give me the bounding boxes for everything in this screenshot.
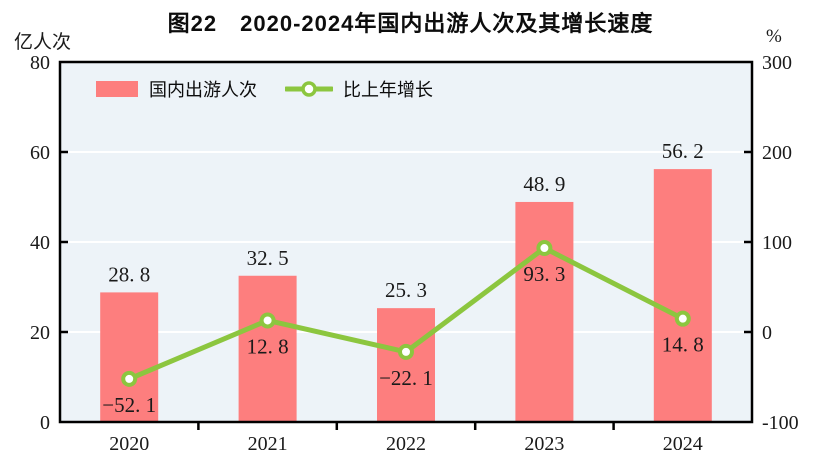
x-axis-year-label: 2022 — [386, 433, 426, 455]
bar-value-label: 25. 3 — [385, 278, 427, 302]
growth-value-label: −22. 1 — [379, 366, 433, 390]
left-axis-tick-label: 20 — [30, 322, 50, 344]
line-legend-label: 比上年增长 — [343, 80, 433, 100]
left-axis-tick-label: 60 — [30, 142, 50, 164]
line-marker-2022 — [398, 343, 414, 360]
bar-value-label: 48. 9 — [523, 172, 565, 196]
left-axis-tick-label: 0 — [40, 412, 50, 434]
growth-value-label: 12. 8 — [247, 334, 289, 358]
bar-2020 — [100, 292, 159, 422]
right-axis-tick-label: 200 — [762, 142, 792, 164]
x-axis-year-label: 2020 — [109, 433, 149, 455]
bar-2024 — [653, 169, 712, 422]
bar-2021 — [238, 275, 297, 422]
line-marker-2021 — [259, 312, 276, 329]
right-axis-tick-label: -100 — [762, 412, 799, 434]
bar-value-label: 28. 8 — [108, 262, 150, 286]
line-marker-2020 — [121, 370, 138, 387]
left-axis-tick-label: 40 — [30, 232, 50, 254]
line-legend-swatch — [283, 80, 335, 98]
line-marker-2023 — [536, 240, 553, 257]
bar-2022 — [377, 308, 435, 422]
left-axis-tick-label: 80 — [30, 52, 50, 74]
line-marker-2024 — [674, 310, 691, 327]
bar-value-label: 56. 2 — [662, 139, 704, 163]
plot-border — [58, 60, 754, 424]
growth-value-label: −52. 1 — [102, 393, 156, 417]
left-axis-unit-label: 亿人次 — [14, 32, 72, 53]
right-axis-unit-label: % — [766, 26, 782, 47]
x-axis-year-label: 2023 — [524, 433, 564, 455]
growth-value-label: 93. 3 — [523, 262, 565, 286]
x-axis-year-label: 2021 — [248, 433, 288, 455]
bar-legend-label: 国内出游人次 — [149, 80, 257, 100]
bar-legend-swatch — [96, 81, 138, 97]
bar-2023 — [515, 201, 574, 422]
line-legend-glyph — [283, 81, 335, 97]
right-axis-tick-label: 100 — [762, 232, 792, 254]
bar-value-label: 32. 5 — [247, 246, 289, 270]
right-axis-tick-label: 300 — [762, 52, 792, 74]
legend: 国内出游人次 比上年增长 — [96, 79, 433, 100]
growth-value-label: 14. 8 — [662, 333, 704, 357]
chart-title: 图22 2020-2024年国内出游人次及其增长速度 — [167, 11, 654, 36]
right-axis-tick-label: 0 — [762, 322, 772, 344]
x-axis-year-label: 2024 — [663, 433, 703, 455]
